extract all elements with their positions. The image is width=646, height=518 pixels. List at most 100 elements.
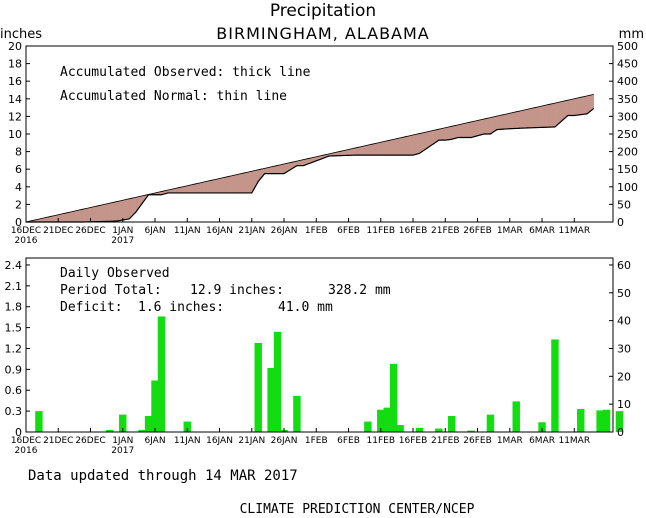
y-tick-label: 2.1 (5, 280, 23, 293)
daily-bar (183, 421, 191, 432)
period-total-mm: 328.2 mm (328, 283, 391, 298)
x-tick-label: 26JAN (271, 226, 298, 236)
y2-tick-label: 350 (617, 93, 638, 106)
y2-tick-label: 300 (617, 110, 638, 123)
daily-bar (435, 428, 443, 432)
daily-bar (596, 410, 604, 432)
area-segment (591, 94, 594, 111)
y2-tick-label: 250 (617, 128, 638, 141)
x-tick-year: 2016 (15, 236, 38, 246)
x-tick-year: 2017 (111, 236, 134, 246)
x-tick-label: 11FEB (367, 436, 396, 446)
y-tick-label: 0.9 (5, 363, 23, 376)
y2-tick-label: 100 (617, 181, 638, 194)
y2-tick-label: 450 (617, 58, 638, 71)
daily-bar (267, 367, 275, 432)
daily-bar (293, 395, 301, 432)
x-tick-label: 16DEC (11, 436, 41, 446)
y2-tick-label: 500 (617, 40, 638, 53)
chart-title: Precipitation (270, 1, 376, 21)
y-tick-label: 0 (15, 216, 22, 229)
x-tick-label: 21FEB (431, 226, 460, 236)
daily-bar (157, 316, 166, 432)
y2-tick-label: 10 (617, 398, 631, 411)
x-tick-label: 21DEC (43, 436, 73, 446)
y-tick-label: 16 (8, 75, 22, 88)
y-tick-label: 14 (8, 93, 22, 106)
daily-bar (35, 411, 43, 432)
x-tick-label: 26DEC (75, 436, 105, 446)
daily-bar (396, 425, 404, 432)
y2-tick-label: 400 (617, 75, 638, 88)
daily-bars (35, 316, 624, 432)
daily-bar (119, 414, 127, 432)
daily-bar (138, 429, 146, 432)
y-tick-label: 18 (8, 58, 22, 71)
y2-tick-label: 200 (617, 146, 638, 159)
legend-normal: Accumulated Normal: thin line (60, 89, 287, 104)
daily-bar (273, 331, 282, 432)
y-tick-label: 4 (15, 181, 22, 194)
x-tick-label: 1FEB (305, 436, 328, 446)
period-total-inches: 12.9 inches: (190, 283, 284, 298)
x-tick-label: 6JAN (144, 436, 165, 446)
chart-subtitle: BIRMINGHAM, ALABAMA (216, 24, 430, 43)
observed-line (26, 108, 595, 223)
x-tick-label: 1MAR (497, 436, 523, 446)
daily-bar (389, 363, 398, 432)
data-updated-note: Data updated through 14 MAR 2017 (28, 468, 298, 484)
y-tick-label: 0 (15, 426, 22, 439)
daily-bar (377, 409, 385, 432)
y-tick-label: 1.5 (5, 322, 23, 335)
x-tick-label: 16DEC (11, 226, 41, 236)
accumulated-panel: 0246810121416182005010015020025030035040… (8, 40, 638, 246)
x-tick-label: 1MAR (497, 226, 523, 236)
x-tick-label: 6FEB (337, 226, 360, 236)
period-total-line: Period Total: 12.9 inches: 328.2 mm (60, 283, 391, 298)
legend-observed: Accumulated Observed: thick line (60, 65, 311, 80)
y2-tick-label: 50 (617, 198, 631, 211)
x-tick-label: 11JAN (174, 226, 201, 236)
x-tick-label: 21JAN (238, 436, 265, 446)
daily-bar (615, 411, 624, 432)
accumulation-lines (25, 94, 595, 223)
x-tick-label: 26FEB (463, 436, 492, 446)
y-tick-label: 6 (15, 163, 22, 176)
daily-panel: 0 0.3 0.6 0.9 1.2 1.5 1.8 2.1 2.4 0 10 20 30 40 50 60 16… (5, 257, 632, 456)
daily-bar (383, 407, 391, 432)
daily-bar (538, 422, 546, 432)
x-tick-label: 11MAR (558, 436, 590, 446)
x-tick-year: 2017 (111, 446, 134, 456)
y-axis-label-inches: inches (0, 27, 42, 42)
daily-bar (151, 380, 159, 432)
daily-bar (512, 401, 520, 432)
x-tick-label: 11MAR (558, 226, 590, 236)
x-tick-label: 1JAN (112, 226, 133, 236)
x-tick-label: 26DEC (75, 226, 105, 236)
x-tick-label: 6JAN (144, 226, 165, 236)
x-tick-label: 21FEB (431, 436, 460, 446)
deficit-mm: 41.0 mm (278, 300, 333, 315)
x-tick-label: 26FEB (463, 226, 492, 236)
bottom-axes: 0 0.3 0.6 0.9 1.2 1.5 1.8 2.1 2.4 0 10 20 30 40 50 60 16… (5, 259, 632, 456)
y-tick-label: 0.6 (5, 384, 23, 397)
y-tick-label: 12 (8, 110, 22, 123)
deficit-label: Deficit: (60, 300, 123, 315)
credit-footer: CLIMATE PREDICTION CENTER/NCEP (240, 502, 475, 517)
daily-bar (415, 427, 424, 432)
daily-bar (254, 342, 262, 432)
y2-tick-label: 50 (617, 287, 631, 300)
x-tick-label: 16JAN (206, 436, 233, 446)
daily-bar (486, 414, 495, 432)
x-tick-label: 11FEB (367, 226, 396, 236)
deficit-inches: 1.6 inches: (138, 300, 224, 315)
y-axis-label-mm: mm (619, 27, 644, 42)
daily-bar (602, 409, 611, 432)
daily-bar (364, 421, 372, 432)
y-tick-label: 0.3 (5, 405, 23, 418)
x-tick-label: 1FEB (305, 226, 328, 236)
y-tick-label: 10 (8, 128, 22, 141)
period-total-label: Period Total: (60, 283, 162, 298)
x-tick-label: 16FEB (399, 436, 428, 446)
x-tick-label: 26JAN (271, 436, 298, 446)
